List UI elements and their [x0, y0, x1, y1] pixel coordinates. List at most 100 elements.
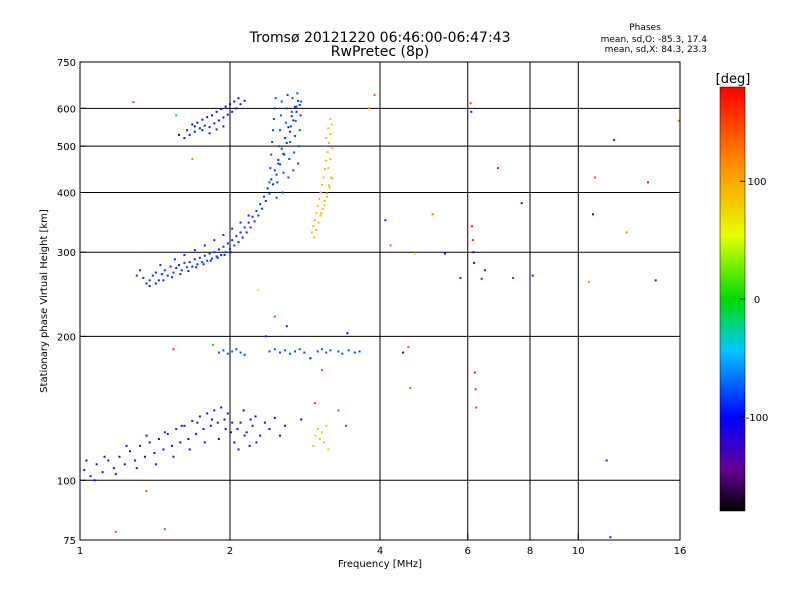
y-tick-label: 75: [63, 536, 76, 547]
data-point: [243, 99, 246, 102]
data-point: [202, 263, 205, 266]
x-tick-label: 16: [674, 546, 687, 557]
data-point: [220, 108, 223, 111]
y-tick-label: 750: [57, 58, 76, 69]
data-points: [83, 92, 680, 539]
x-axis: 1 2 4 6 8 10 16: [77, 534, 687, 557]
data-point: [325, 195, 328, 198]
data-point: [254, 415, 257, 418]
data-point: [293, 105, 296, 108]
data-point: [177, 264, 180, 267]
data-point: [239, 221, 242, 224]
data-point: [163, 269, 166, 272]
data-point: [231, 421, 234, 424]
data-point: [186, 129, 189, 132]
data-point: [220, 254, 223, 257]
data-point: [313, 402, 316, 405]
data-point: [471, 239, 474, 242]
data-point: [229, 103, 231, 106]
stats-heading: Phases: [629, 23, 661, 33]
data-point: [341, 352, 344, 355]
data-point: [216, 256, 219, 259]
data-point: [330, 123, 333, 126]
data-point: [229, 247, 231, 250]
data-point: [249, 418, 252, 421]
data-point: [224, 105, 227, 108]
data-point: [166, 432, 169, 435]
data-point: [239, 231, 242, 234]
data-point: [245, 231, 248, 234]
data-point: [222, 125, 225, 128]
data-point: [209, 259, 212, 262]
colorbar-tick-label: 100: [747, 177, 766, 188]
y-tick-label: 600: [57, 104, 76, 115]
data-point: [148, 284, 151, 287]
data-point: [358, 350, 361, 353]
data-point: [273, 348, 276, 351]
data-point: [251, 424, 254, 427]
data-point: [285, 325, 288, 328]
data-point: [293, 350, 296, 353]
x-tick-label: 10: [572, 546, 585, 557]
data-point: [213, 409, 216, 412]
data-point: [215, 255, 218, 258]
data-point: [472, 251, 475, 254]
data-point: [609, 536, 612, 539]
data-point: [226, 352, 229, 355]
data-point: [290, 115, 293, 118]
data-point: [243, 226, 246, 229]
data-point: [272, 129, 275, 132]
data-point: [274, 97, 277, 100]
data-point: [237, 448, 240, 451]
data-point: [325, 424, 328, 427]
data-point: [605, 459, 608, 462]
data-point: [143, 455, 146, 458]
data-point: [337, 409, 340, 412]
data-point: [163, 528, 166, 531]
data-point: [237, 97, 240, 100]
data-point: [160, 273, 163, 276]
data-point: [321, 369, 324, 372]
data-point: [188, 133, 191, 136]
data-point: [245, 431, 248, 434]
x-tick-label: 6: [465, 546, 471, 557]
data-point: [459, 276, 462, 279]
data-point: [203, 441, 206, 444]
data-point: [273, 107, 276, 110]
y-axis: 75 100 200 300 400 500 600 750: [57, 58, 86, 547]
data-point: [291, 97, 294, 100]
data-point: [312, 444, 315, 447]
data-point: [195, 432, 198, 435]
data-point: [188, 261, 191, 264]
data-point: [259, 203, 262, 206]
data-point: [233, 441, 236, 444]
data-point: [213, 122, 216, 125]
data-point: [187, 270, 190, 273]
data-point: [389, 244, 392, 247]
data-point: [470, 110, 473, 113]
data-point: [251, 215, 254, 218]
data-point: [193, 125, 196, 128]
data-point: [125, 444, 128, 447]
data-point: [222, 116, 225, 119]
data-point: [321, 431, 324, 434]
data-point: [226, 242, 229, 245]
data-point: [226, 412, 229, 415]
data-point: [215, 128, 218, 131]
data-point: [157, 437, 160, 440]
data-point: [268, 428, 271, 431]
data-point: [329, 349, 332, 352]
data-point: [279, 351, 282, 354]
data-point: [107, 459, 110, 462]
data-point: [271, 141, 274, 144]
data-point: [236, 428, 239, 431]
data-point: [327, 141, 330, 144]
y-tick-label: 100: [57, 476, 76, 487]
data-point: [202, 428, 205, 431]
data-point: [154, 463, 157, 466]
data-point: [320, 212, 323, 215]
data-point: [198, 127, 201, 130]
data-point: [313, 219, 316, 222]
y-tick-label: 300: [57, 248, 76, 259]
grid-lines: [80, 62, 680, 540]
